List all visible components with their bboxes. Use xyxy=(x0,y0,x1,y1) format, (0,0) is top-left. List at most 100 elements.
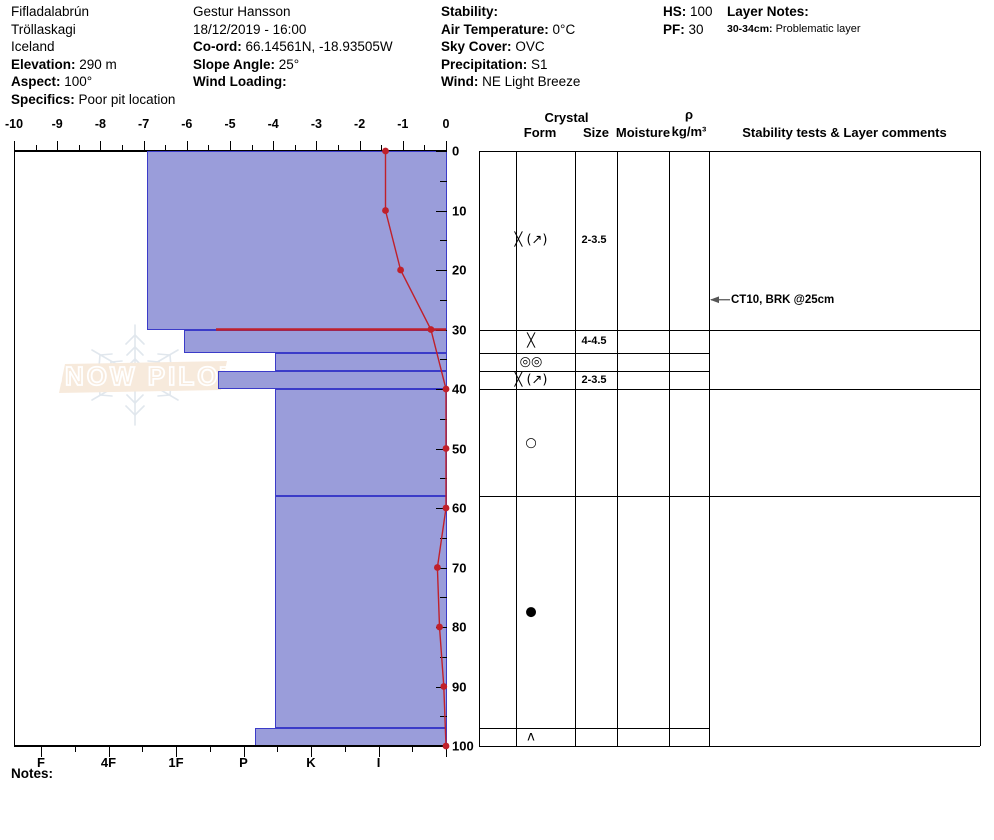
snow-profile-graph: SNOW PILOT xyxy=(14,151,447,746)
temp-tick xyxy=(165,145,167,151)
temp-tick xyxy=(57,141,59,151)
location-row-4: Aspect: 100° xyxy=(11,73,191,91)
temp-tick xyxy=(14,141,15,151)
stability-divider-0 xyxy=(709,329,980,331)
field-value: 290 m xyxy=(79,56,117,72)
field-value: 18/12/2019 - 16:00 xyxy=(193,21,307,37)
observer-row-1: 18/12/2019 - 16:00 xyxy=(193,21,438,39)
layer-bar-0 xyxy=(146,151,447,330)
location-row-2: Iceland xyxy=(11,38,191,56)
temp-tick xyxy=(78,145,80,151)
table-vrule-3 xyxy=(617,151,618,746)
field-label: Wind Loading: xyxy=(193,74,287,89)
layer-divider-1 xyxy=(479,329,709,331)
conditions-row-3: Precipitation: S1 xyxy=(441,56,661,74)
temp-tick-label: -5 xyxy=(224,117,236,131)
field-value: Gestur Hansson xyxy=(193,4,291,19)
layer-divider-2 xyxy=(479,353,709,355)
depth-tick xyxy=(436,270,447,271)
hardness-label-I: I xyxy=(376,755,381,770)
hardness-tick xyxy=(446,746,447,757)
conditions-row-0: Stability: xyxy=(441,3,661,21)
depth-tick xyxy=(436,627,447,628)
field-value: 100° xyxy=(64,74,93,89)
grain-size-3: 2-3.5 xyxy=(581,374,607,387)
hardness-tick xyxy=(142,746,144,752)
depth-label-60: 60 xyxy=(452,500,467,516)
layer-bar-5 xyxy=(274,496,447,729)
hardness-tick xyxy=(41,746,42,757)
field-value: Iceland xyxy=(11,39,55,54)
table-vrule-4 xyxy=(669,151,670,746)
header-stability: Stability tests & Layer comments xyxy=(742,125,947,140)
temp-tick xyxy=(122,145,123,151)
depth-tick xyxy=(436,686,447,688)
notes-label: Notes: xyxy=(11,766,54,781)
depth-tick xyxy=(436,746,447,747)
field-label: Precipitation: xyxy=(441,56,528,72)
header-column-location: Fifladalabrún Tröllaskagi Iceland Elevation… xyxy=(11,3,191,108)
hardness-label-4F: 4F xyxy=(100,755,117,770)
depth-tick xyxy=(440,478,447,480)
location-row-5: Specifics: Poor pit location xyxy=(11,91,191,109)
field-label: Stability: xyxy=(441,4,499,19)
field-value: 25° xyxy=(278,56,300,72)
depth-tick xyxy=(440,597,447,599)
temp-tick xyxy=(359,141,361,151)
temp-tick xyxy=(338,145,339,151)
layer-bar-3 xyxy=(217,371,447,389)
hardness-tick xyxy=(277,746,279,752)
temp-tick-label: -4 xyxy=(267,117,279,131)
layer-divider-4 xyxy=(479,389,709,390)
depth-tick xyxy=(440,240,447,242)
temp-tick xyxy=(35,145,37,151)
hardness-tick xyxy=(344,746,346,752)
layer-note-text: Problematic layer xyxy=(772,22,861,35)
field-label: Elevation: xyxy=(11,56,76,72)
location-row-1: Tröllaskagi xyxy=(11,21,191,39)
field-label: Sky Cover: xyxy=(441,39,512,54)
header-density-symbol: ρ xyxy=(684,107,694,122)
header-density-units: kg/m³ xyxy=(671,124,707,139)
crystal-form-1: ╳ xyxy=(527,333,535,349)
header-crystal: Crystal xyxy=(544,110,589,125)
observer-row-4: Wind Loading: xyxy=(193,73,438,91)
hardness-tick xyxy=(311,746,312,757)
depth-tick xyxy=(440,537,447,539)
depth-tick xyxy=(436,508,447,509)
observer-row-3: Slope Angle: 25° xyxy=(193,56,438,74)
temperature-axis xyxy=(14,139,447,152)
hardness-tick xyxy=(378,746,380,757)
temp-tick xyxy=(143,141,145,151)
hardness-label-K: K xyxy=(306,755,316,770)
field-value: 30 xyxy=(688,21,704,37)
field-label: Co-ord: xyxy=(193,39,242,54)
hardness-tick xyxy=(108,746,110,757)
temp-tick-label: -2 xyxy=(354,117,366,131)
temp-tick-label: 0 xyxy=(442,117,450,131)
depth-tick xyxy=(440,299,447,301)
table-vrule-0 xyxy=(479,151,480,746)
crystal-form-6: ʌ xyxy=(527,729,535,745)
depth-label-50: 50 xyxy=(452,441,467,456)
depth-label-30: 30 xyxy=(452,322,467,337)
depth-label-90: 90 xyxy=(452,679,467,694)
crystal-form-4: ○ xyxy=(525,435,537,451)
header-size: Size xyxy=(582,125,609,140)
temp-tick-label: -7 xyxy=(138,117,150,131)
depth-tick xyxy=(436,567,447,569)
stability-divider-top xyxy=(709,151,980,152)
temp-tick xyxy=(316,141,318,151)
field-value: 66.14561N, -18.93505W xyxy=(245,39,393,54)
temp-tick-label: -1 xyxy=(397,117,409,131)
temp-tick xyxy=(446,141,447,151)
field-value: Fifladalabrún xyxy=(11,4,90,19)
layer-bar-2 xyxy=(274,353,447,372)
layer-divider-5 xyxy=(479,496,709,498)
field-label: Wind: xyxy=(441,74,479,89)
temp-tick xyxy=(424,145,426,151)
temp-tick xyxy=(251,145,253,151)
temp-tick-label: -9 xyxy=(51,117,63,131)
depth-tick xyxy=(436,448,447,450)
field-label: Aspect: xyxy=(11,74,61,89)
